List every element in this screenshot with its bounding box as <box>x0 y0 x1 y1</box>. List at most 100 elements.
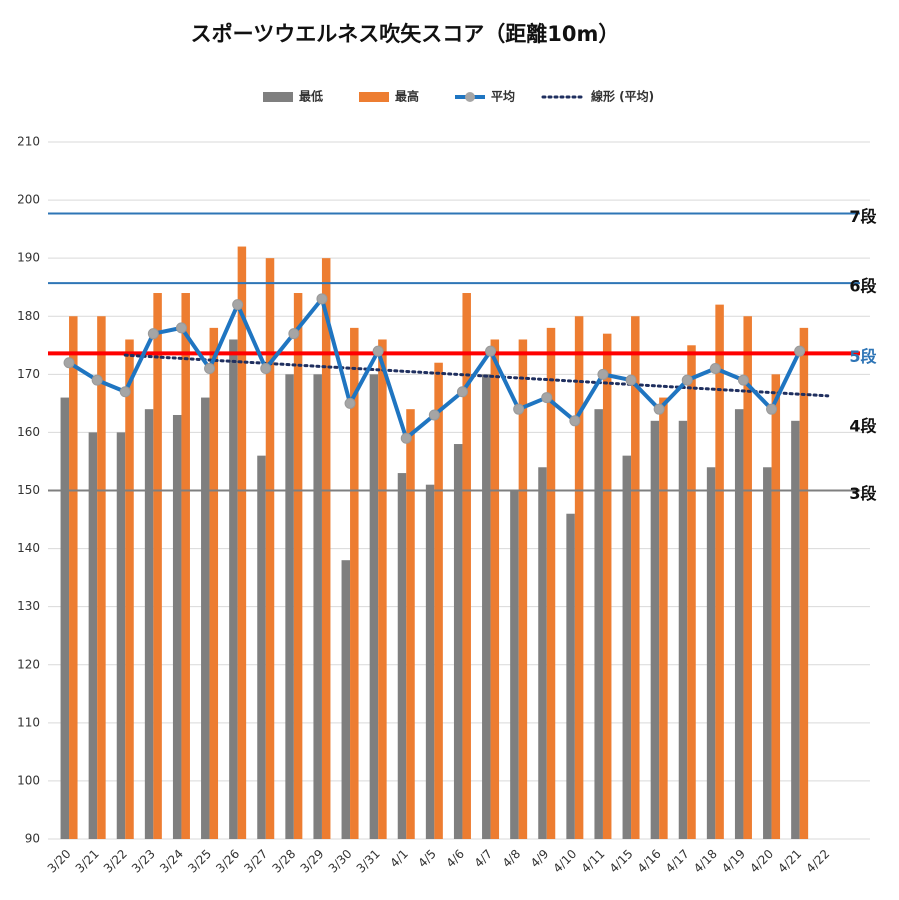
avg-marker <box>400 432 412 444</box>
x-tick-label: 3/23 <box>129 847 158 876</box>
x-tick-label: 3/21 <box>73 847 102 876</box>
avg-marker <box>794 345 806 357</box>
x-tick-label: 3/30 <box>326 847 355 876</box>
x-tick-label: 4/16 <box>635 847 664 876</box>
x-tick-label: 3/28 <box>269 847 298 876</box>
legend-label: 線形 (平均) <box>591 89 654 104</box>
bar <box>650 420 660 839</box>
bar <box>791 420 800 839</box>
bar <box>321 258 331 840</box>
bar <box>181 293 190 839</box>
y-tick-label: 190 <box>17 251 40 265</box>
level-label: 6段 <box>849 277 877 296</box>
avg-marker <box>709 363 721 375</box>
bar <box>434 362 443 839</box>
bar <box>229 339 238 839</box>
bar <box>602 333 612 839</box>
avg-marker <box>681 374 693 386</box>
x-tick-label: 3/26 <box>213 847 242 876</box>
bar <box>201 397 210 839</box>
bar <box>518 339 528 839</box>
bar <box>771 374 781 839</box>
bar <box>462 293 471 839</box>
y-tick-label: 90 <box>25 832 40 846</box>
bar <box>678 420 688 839</box>
x-tick-label: 4/21 <box>775 847 804 876</box>
bar <box>706 467 716 839</box>
bar <box>453 444 463 839</box>
avg-marker <box>175 322 187 334</box>
bar <box>350 327 359 839</box>
bar <box>566 513 575 839</box>
bar <box>60 397 70 839</box>
bar <box>265 258 275 840</box>
level-label: 5段 <box>849 347 877 366</box>
bar <box>510 490 519 839</box>
bar <box>763 467 772 839</box>
x-tick-label: 3/31 <box>354 847 383 876</box>
bar <box>594 409 603 839</box>
x-tick-label: 4/9 <box>528 847 552 871</box>
x-tick-label: 4/20 <box>747 847 776 876</box>
y-tick-label: 200 <box>17 193 40 207</box>
bar <box>538 467 547 839</box>
avg-marker <box>232 299 244 311</box>
level-label: 4段 <box>849 417 877 436</box>
avg-marker <box>737 374 749 386</box>
avg-marker <box>63 357 75 369</box>
x-tick-label: 4/10 <box>550 847 579 876</box>
bar <box>116 432 126 839</box>
x-tick-label: 4/17 <box>663 847 692 876</box>
bar <box>88 432 98 839</box>
bar <box>378 339 387 839</box>
bar <box>172 414 182 839</box>
bar <box>799 327 809 839</box>
avg-marker <box>91 374 103 386</box>
y-tick-label: 170 <box>17 367 40 381</box>
y-tick-label: 210 <box>17 135 40 149</box>
x-tick-label: 4/7 <box>472 847 496 871</box>
avg-marker <box>541 392 553 404</box>
x-tick-label: 4/15 <box>607 847 636 876</box>
avg-marker <box>344 397 356 409</box>
avg-marker <box>456 386 468 398</box>
bar <box>734 409 744 839</box>
bar <box>144 409 154 839</box>
level-label: 7段 <box>849 207 877 226</box>
x-tick-label: 3/29 <box>298 847 327 876</box>
bar <box>369 374 379 839</box>
bar <box>125 339 134 839</box>
avg-marker <box>569 415 581 427</box>
x-tick-label: 4/18 <box>691 847 720 876</box>
legend-label: 最低 <box>299 89 323 104</box>
bar <box>406 409 415 839</box>
x-tick-label: 3/24 <box>157 847 186 876</box>
y-tick-label: 110 <box>17 715 40 729</box>
bar <box>622 455 632 839</box>
avg-marker <box>766 403 778 415</box>
legend-swatch <box>263 92 293 102</box>
level-label: 3段 <box>849 484 877 503</box>
y-tick-label: 140 <box>17 541 40 555</box>
bar <box>69 316 78 839</box>
bar <box>482 374 491 839</box>
avg-marker <box>513 403 525 415</box>
bar <box>715 304 724 840</box>
x-tick-label: 4/22 <box>803 847 832 876</box>
bar <box>546 327 556 839</box>
bar <box>687 345 696 839</box>
avg-marker <box>597 368 609 380</box>
chart-title: スポーツウエルネス吹矢スコア（距離10m） <box>191 22 620 46</box>
bar <box>285 374 294 839</box>
legend-label: 平均 <box>491 89 515 104</box>
legend-swatch <box>359 92 389 102</box>
x-tick-label: 4/8 <box>500 847 524 871</box>
y-tick-label: 120 <box>17 657 40 671</box>
avg-marker <box>625 374 637 386</box>
avg-marker <box>653 403 665 415</box>
avg-marker <box>372 345 384 357</box>
bar <box>397 473 407 839</box>
x-tick-label: 4/11 <box>579 847 608 876</box>
x-tick-label: 4/5 <box>415 847 439 871</box>
